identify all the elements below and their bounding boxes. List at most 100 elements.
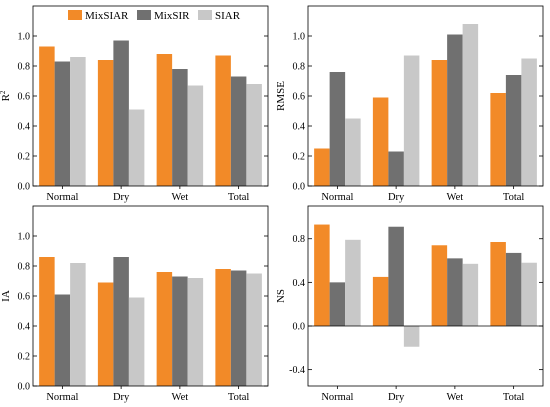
bar-mixsir-wet	[447, 258, 463, 326]
bar-mixsir-wet	[172, 69, 188, 186]
bar-siar-wet	[187, 278, 204, 386]
bar-mixsir-normal	[54, 61, 71, 186]
y-axis-label-superscript: 2	[0, 90, 7, 94]
y-tick-label: 1.0	[18, 232, 31, 243]
bar-siar-wet	[462, 24, 479, 186]
x-tick-label: Wet	[447, 192, 464, 203]
x-tick-label: Dry	[388, 192, 405, 203]
bar-mixsir-total	[230, 270, 247, 386]
bar-siar-dry	[128, 297, 145, 386]
x-tick-label: Normal	[46, 392, 78, 403]
x-tick-label: Normal	[46, 192, 78, 203]
y-axis-label: R2	[0, 90, 12, 101]
bar-mixsiar-wet	[156, 54, 173, 186]
bar-mixsir-dry	[388, 151, 404, 186]
x-tick-label: Total	[503, 192, 525, 203]
bar-mixsiar-normal	[39, 46, 55, 186]
y-tick-label: 0.2	[293, 152, 306, 163]
bar-mixsir-dry	[113, 257, 129, 386]
bar-siar-normal	[70, 57, 86, 186]
x-tick-label: Dry	[113, 392, 130, 403]
bar-siar-wet	[187, 85, 204, 186]
bar-mixsir-wet	[447, 34, 463, 186]
y-tick-label: 0.4	[18, 122, 31, 133]
x-tick-label: Wet	[172, 192, 189, 203]
bar-mixsiar-dry	[372, 97, 389, 186]
legend-swatch-mixsir	[137, 10, 151, 20]
y-tick-label: 0.8	[293, 62, 306, 73]
y-tick-label: 1.0	[18, 32, 31, 43]
x-tick-label: Normal	[321, 392, 353, 403]
bar-siar-dry	[128, 109, 145, 186]
x-tick-label: Dry	[388, 392, 405, 403]
bar-siar-normal	[345, 239, 361, 326]
chart-panel-3: Normal Dry Wet Total 0.0 0.2 0.4 0.6 0.8 1.0 IA	[0, 205, 269, 403]
y-tick-label: 0.8	[293, 234, 306, 245]
bar-siar-wet	[462, 263, 479, 326]
legend-label-siar: SIAR	[215, 10, 241, 22]
bar-mixsir-dry	[388, 226, 404, 326]
y-axis-label: IA	[0, 290, 12, 302]
bar-mixsiar-normal	[314, 148, 330, 186]
bar-mixsiar-wet	[431, 60, 448, 186]
x-tick-label: Normal	[321, 192, 353, 203]
bar-siar-total	[521, 58, 537, 186]
y-tick-label: 0.4	[293, 122, 306, 133]
x-tick-label: Total	[228, 392, 250, 403]
y-tick-label: 0.2	[18, 352, 31, 363]
x-tick-label: Total	[228, 192, 250, 203]
x-tick-label: Wet	[172, 392, 189, 403]
y-tick-label: 0.4	[18, 322, 31, 333]
bar-mixsir-total	[505, 252, 522, 326]
bar-siar-total	[521, 262, 537, 326]
plot-frame	[307, 205, 544, 387]
plot-frame	[32, 5, 269, 187]
bar-mixsir-normal	[329, 282, 346, 326]
y-tick-label: 0.8	[18, 62, 31, 73]
legend: MixSIAR MixSIR SIAR	[68, 10, 241, 22]
bar-mixsiar-total	[490, 242, 506, 326]
bar-mixsir-total	[505, 75, 522, 186]
bar-mixsiar-dry	[97, 282, 114, 386]
bar-siar-dry	[403, 55, 420, 186]
y-tick-label: 0.2	[18, 152, 31, 163]
y-axis-label: NS	[275, 289, 287, 303]
bar-mixsiar-wet	[156, 272, 173, 386]
bar-mixsiar-total	[215, 269, 231, 386]
bar-mixsiar-normal	[314, 224, 330, 326]
plot-frame	[307, 5, 544, 187]
chart-panel-1: Normal Dry Wet Total 0.0 0.2 0.4 0.6 0.8 1.0 R2	[0, 5, 269, 203]
y-tick-label: 0.4	[293, 278, 306, 289]
y-tick-label: 0.0	[18, 182, 31, 193]
chart-panel-4: Normal Dry Wet Total -0.4 0.0 0.4 0.8 NS	[275, 205, 544, 403]
bar-mixsiar-total	[215, 55, 231, 186]
bar-mixsir-total	[230, 76, 247, 186]
bar-siar-total	[246, 84, 262, 186]
y-tick-label: 0.6	[18, 92, 31, 103]
bar-mixsiar-wet	[431, 245, 448, 326]
x-tick-label: Total	[503, 392, 525, 403]
bar-mixsir-wet	[172, 276, 188, 386]
bar-mixsir-normal	[329, 72, 346, 186]
bar-mixsiar-dry	[97, 60, 114, 186]
y-tick-label: -0.4	[289, 365, 305, 376]
legend-label-mixsir: MixSIR	[154, 10, 190, 22]
bar-mixsiar-total	[490, 93, 506, 186]
bar-mixsir-dry	[113, 40, 129, 186]
x-tick-label: Wet	[447, 392, 464, 403]
plot-frame	[32, 205, 269, 387]
x-tick-label: Dry	[113, 192, 130, 203]
y-tick-label: 0.0	[293, 182, 306, 193]
legend-label-mixsiar: MixSIAR	[85, 10, 129, 22]
bar-siar-normal	[345, 118, 361, 186]
legend-swatch-siar	[198, 10, 212, 20]
bar-siar-total	[246, 273, 262, 386]
bar-siar-dry	[403, 326, 420, 347]
y-tick-label: 0.6	[293, 92, 306, 103]
y-tick-label: 0.8	[18, 262, 31, 273]
y-tick-label: 0.0	[18, 382, 31, 393]
chart-panels: NormalDryWetTotal0.00.20.40.60.81.0R2Nor…	[0, 5, 544, 403]
y-axis-label: RMSE	[275, 81, 287, 111]
y-tick-label: 0.0	[293, 322, 306, 333]
